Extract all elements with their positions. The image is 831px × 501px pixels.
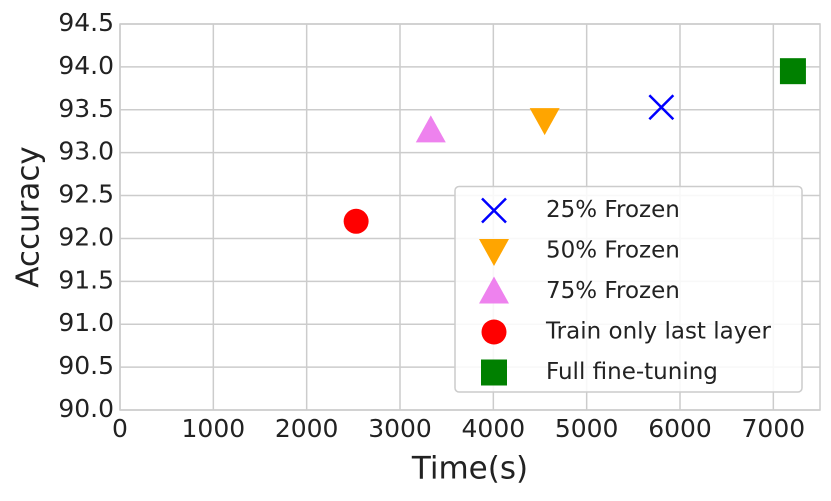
legend-label: 25% Frozen [546, 197, 680, 223]
y-tick-label: 94.0 [58, 51, 114, 80]
y-tick-label: 90.0 [58, 394, 114, 423]
legend-marker [479, 239, 509, 266]
x-tick-label: 5000 [555, 414, 619, 443]
legend-label: Full fine-tuning [546, 359, 718, 385]
y-tick-label: 93.0 [58, 137, 114, 166]
y-tick-label: 90.5 [58, 351, 114, 380]
x-tick-label: 3000 [368, 414, 432, 443]
point [648, 94, 675, 121]
point [779, 58, 806, 85]
y-tick-label: 93.5 [58, 94, 114, 123]
point [343, 208, 369, 234]
legend-label: 75% Frozen [546, 278, 680, 304]
x-tick-label: 1000 [182, 414, 246, 443]
y-tick-label: 91.5 [58, 265, 114, 294]
x-tick-label: 0 [112, 414, 128, 443]
legend-marker [481, 359, 507, 386]
x-tick-label: 2000 [275, 414, 339, 443]
legend-marker-stroke [481, 197, 507, 224]
legend-label: Train only last layer [545, 319, 772, 345]
y-tick-label: 92.5 [58, 180, 114, 209]
x-axis-label: Time(s) [411, 451, 528, 487]
legend-marker [481, 197, 507, 224]
point [415, 115, 446, 143]
legend-marker [479, 276, 509, 304]
legend-box [454, 185, 803, 393]
legend-label: 50% Frozen [546, 238, 680, 264]
y-tick-label: 92.0 [58, 222, 114, 251]
y-tick-label: 94.5 [58, 8, 114, 37]
point-stroke [648, 94, 675, 121]
x-tick-label: 4000 [462, 414, 526, 443]
legend-marker [481, 319, 507, 345]
point [529, 108, 560, 136]
plot-frame [119, 23, 821, 411]
x-tick-label: 7000 [742, 414, 806, 443]
x-tick-label: 6000 [648, 414, 712, 443]
y-axis-label: Accuracy [11, 146, 47, 288]
y-tick-label: 91.0 [58, 308, 114, 337]
